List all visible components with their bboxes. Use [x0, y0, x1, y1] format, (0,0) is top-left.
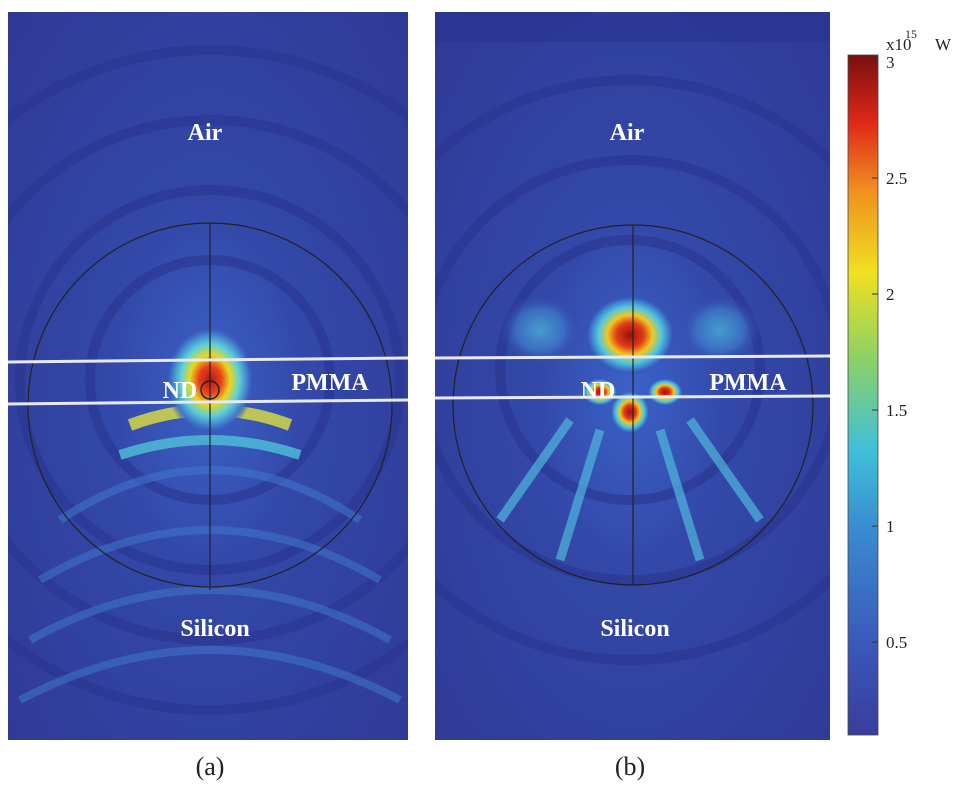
region-label: Silicon: [600, 616, 669, 642]
region-label: Air: [610, 120, 645, 146]
panel-caption: (a): [196, 752, 225, 781]
panel-caption: (b): [615, 752, 645, 781]
colorbar-tick-label: 0.5: [886, 633, 907, 652]
colorbar-tick-label: 2.5: [886, 169, 907, 188]
colorbar-tick-label: 2: [886, 285, 895, 304]
panel-b: [435, 12, 830, 740]
colorbar-tick-label: 1.5: [886, 401, 907, 420]
colorbar: [847, 54, 879, 736]
colorbar-multiplier: x10: [886, 35, 912, 54]
region-label: Air: [188, 120, 223, 146]
panel-a: [8, 12, 408, 740]
colorbar-unit: W: [935, 35, 952, 54]
region-label: PMMA: [709, 370, 787, 396]
region-label: PMMA: [291, 370, 369, 396]
colorbar-tick-label: 3: [886, 53, 895, 72]
colorbar-exponent: 15: [905, 27, 917, 41]
particle-label: ND: [581, 378, 616, 404]
region-label: Silicon: [180, 616, 249, 642]
particle-label: ND: [163, 378, 198, 404]
colorbar-tick-label: 1: [886, 517, 895, 536]
